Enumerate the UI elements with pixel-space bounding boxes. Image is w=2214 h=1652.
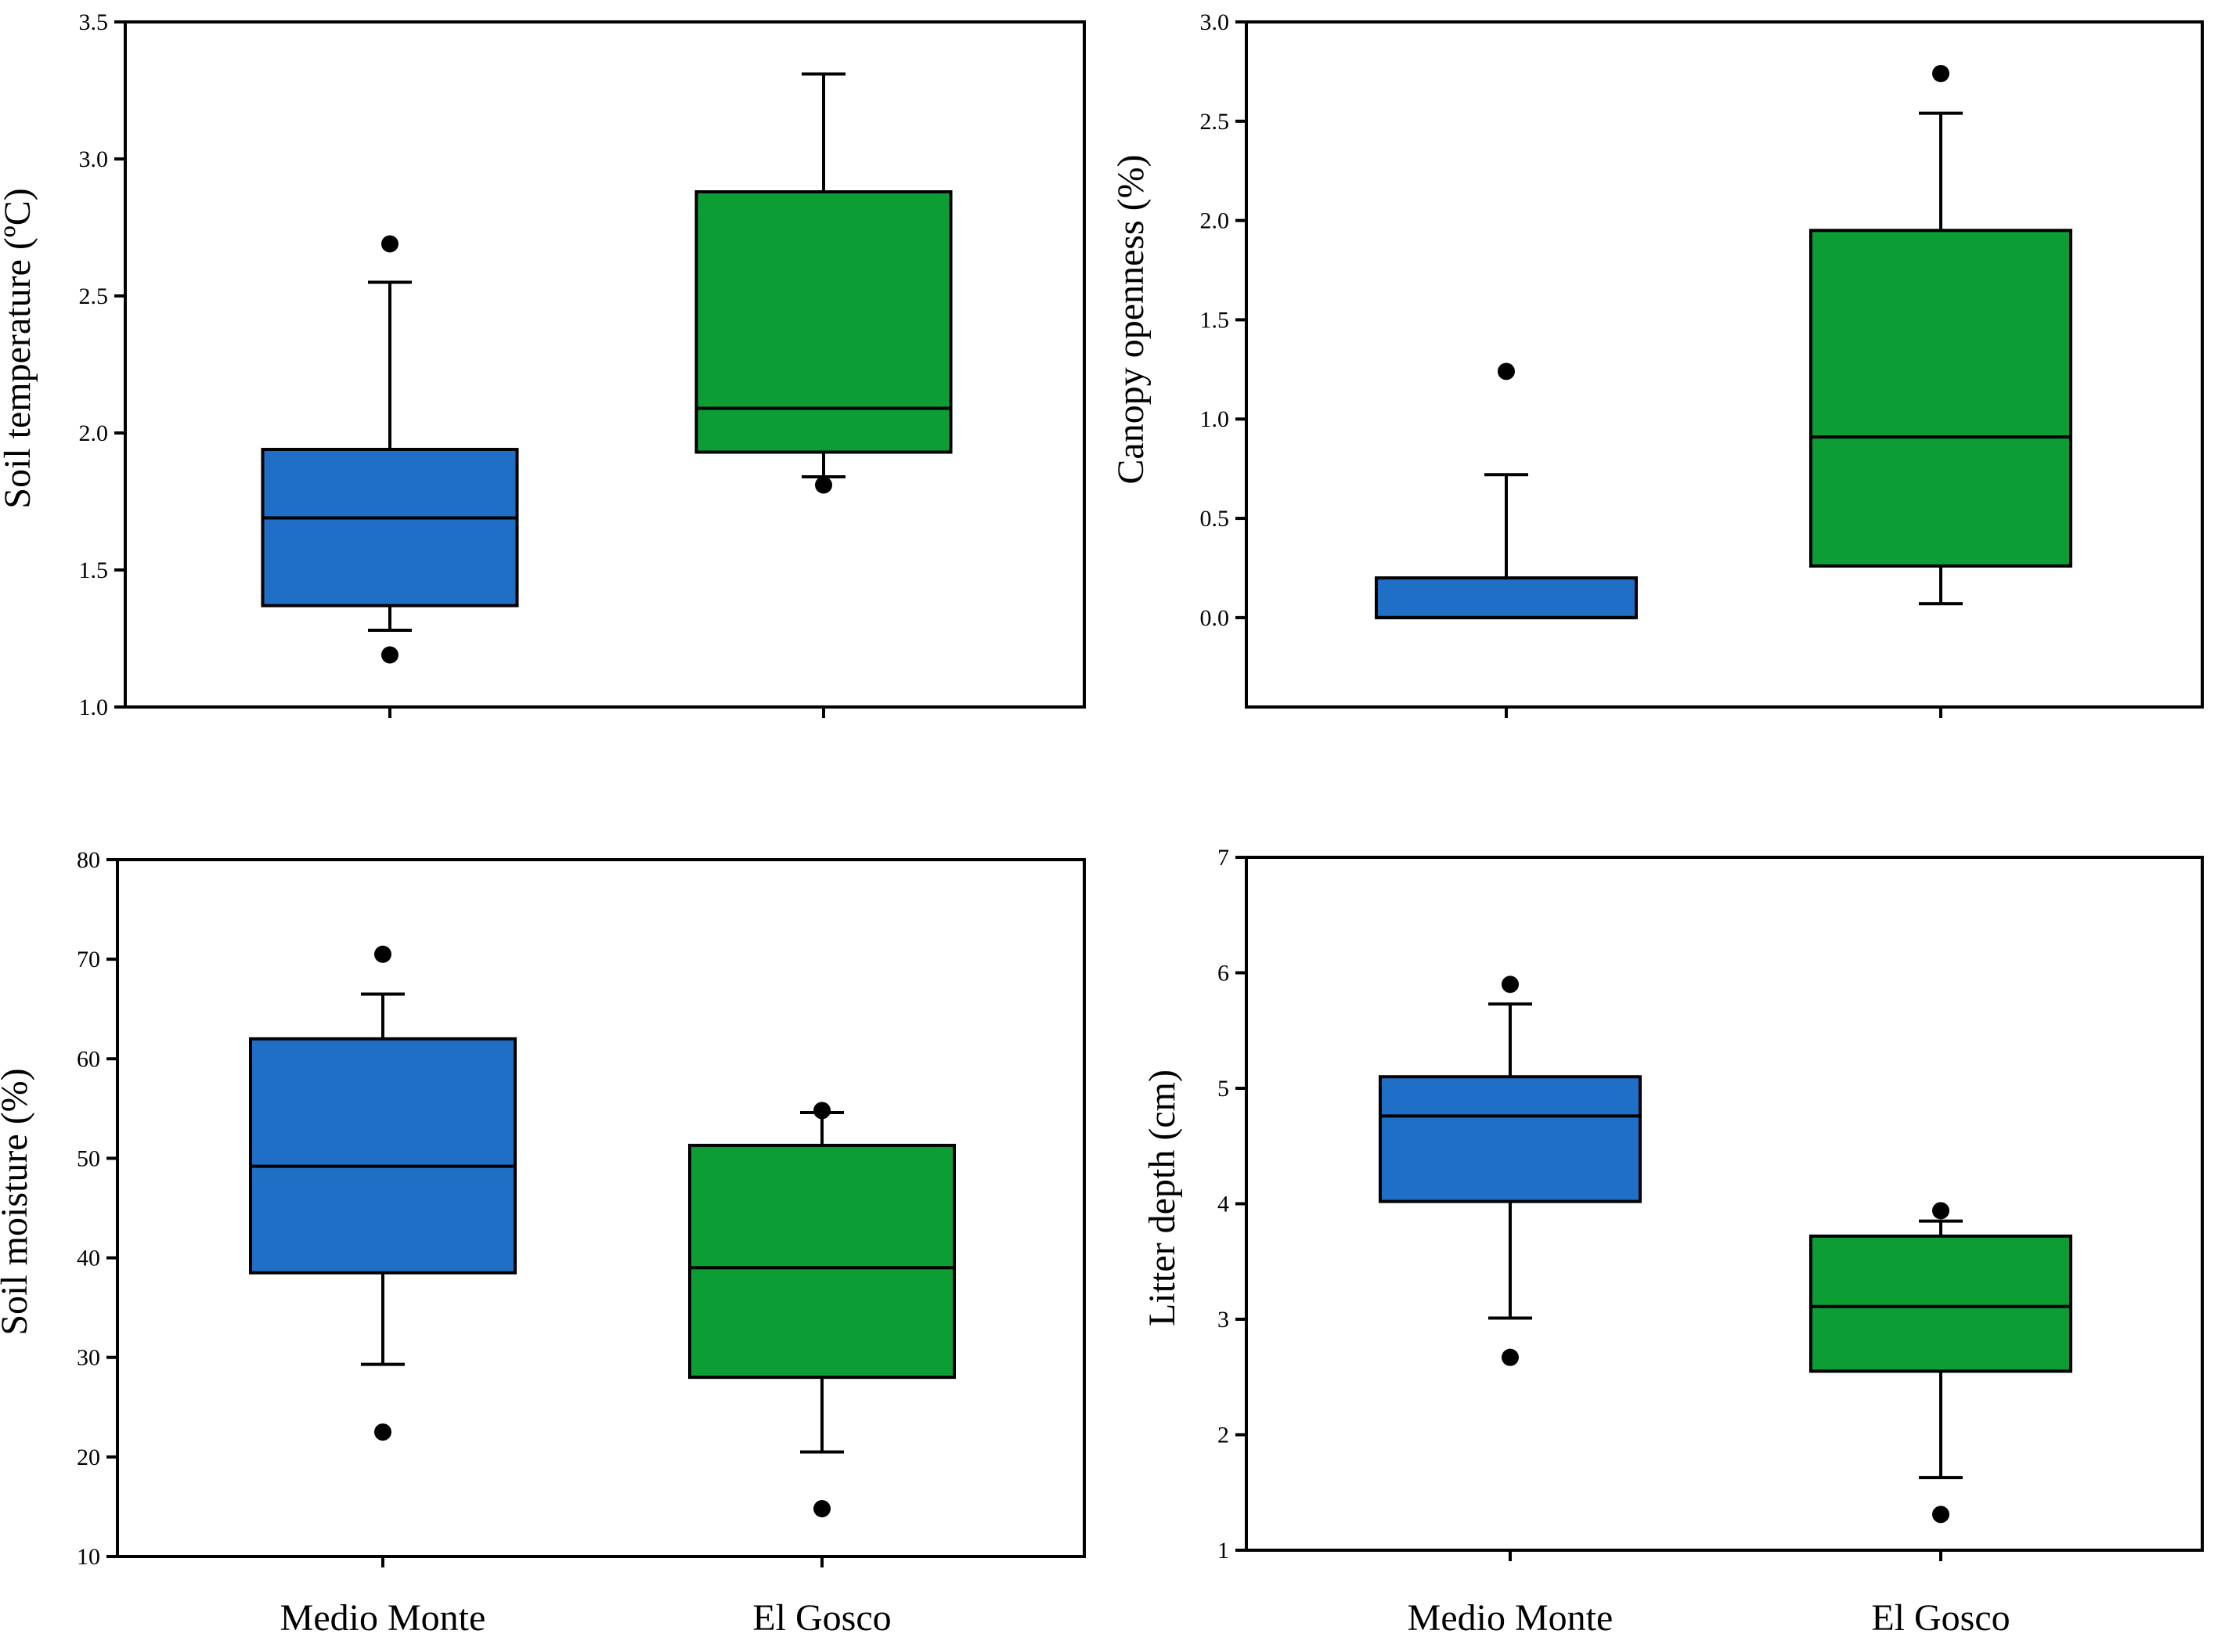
outlier-point-2-1-0 [813,1102,831,1120]
category-label-3-0: Medio Monte [1408,1597,1614,1639]
y-tick-label-2-1: 20 [77,1445,100,1470]
outlier-point-0-0-0 [381,235,398,253]
y-tick-label-2-6: 70 [77,947,100,972]
box-0-0 [261,448,519,608]
y-axis-label-3: Litter depth (cm) [1141,1069,1183,1326]
y-tick-label-3-6: 7 [1217,845,1229,871]
outlier-point-2-0-0 [374,945,391,963]
y-tick-label-2-7: 80 [77,847,100,873]
category-label-2-0: Medio Monte [280,1597,486,1639]
y-tick-label-3-4: 5 [1217,1076,1229,1102]
box-0-1 [694,190,953,454]
category-label-2-1: El Gosco [752,1597,891,1639]
y-tick-label-3-3: 4 [1217,1192,1229,1217]
outlier-point-2-1-1 [813,1499,831,1517]
outlier-point-0-0-1 [381,646,398,664]
y-tick-label-1-3: 1.5 [1200,307,1230,333]
y-tick-label-3-1: 2 [1217,1423,1229,1448]
y-tick-label-1-4: 2.0 [1200,208,1230,234]
y-tick-label-0-3: 2.5 [79,283,109,309]
outlier-point-1-1-0 [1932,64,1949,82]
y-tick-label-0-0: 1.0 [79,694,109,720]
outlier-point-0-1-0 [815,476,832,494]
box-3-1 [1809,1234,2072,1373]
y-tick-label-3-5: 6 [1217,961,1229,987]
box-1-1 [1809,229,2072,568]
y-tick-label-1-1: 0.5 [1200,506,1230,532]
y-tick-label-2-2: 30 [77,1345,100,1371]
y-tick-label-2-5: 60 [77,1046,100,1072]
outlier-point-1-0-0 [1498,363,1515,381]
y-tick-label-3-2: 3 [1217,1307,1229,1333]
y-tick-label-2-0: 10 [77,1544,100,1570]
box-2-1 [688,1143,956,1380]
y-tick-label-1-2: 1.0 [1200,406,1230,432]
category-label-3-1: El Gosco [1871,1597,2010,1639]
y-tick-label-1-0: 0.0 [1200,605,1230,631]
y-tick-label-0-1: 1.5 [79,557,109,583]
y-tick-label-3-0: 1 [1217,1538,1229,1564]
y-axis-label-1: Canopy openness (%) [1110,154,1152,484]
outlier-point-3-0-0 [1502,976,1519,994]
plot-frame-0 [124,20,1086,709]
outlier-point-2-0-1 [374,1423,391,1441]
y-tick-label-0-4: 3.0 [79,146,109,172]
outlier-point-3-1-0 [1932,1202,1949,1220]
y-tick-label-2-4: 50 [77,1145,100,1171]
y-tick-label-0-2: 2.0 [79,420,109,446]
y-axis-label-2: Soil moisture (%) [0,1068,35,1335]
y-axis-label-0: Soil temperature (ºC) [0,188,38,508]
plot-frame-3 [1245,856,2204,1552]
y-tick-label-1-5: 2.5 [1200,109,1230,135]
box-2-0 [249,1037,517,1275]
outlier-point-3-1-1 [1932,1506,1949,1524]
box-1-0 [1375,576,1638,619]
outlier-point-3-0-1 [1502,1348,1519,1366]
y-tick-label-2-3: 40 [77,1246,100,1271]
y-tick-label-1-6: 3.0 [1200,9,1230,35]
y-tick-label-0-5: 3.5 [79,9,109,35]
plot-frame-2 [116,858,1086,1558]
box-3-0 [1379,1075,1642,1203]
plot-frame-1 [1245,20,2204,709]
